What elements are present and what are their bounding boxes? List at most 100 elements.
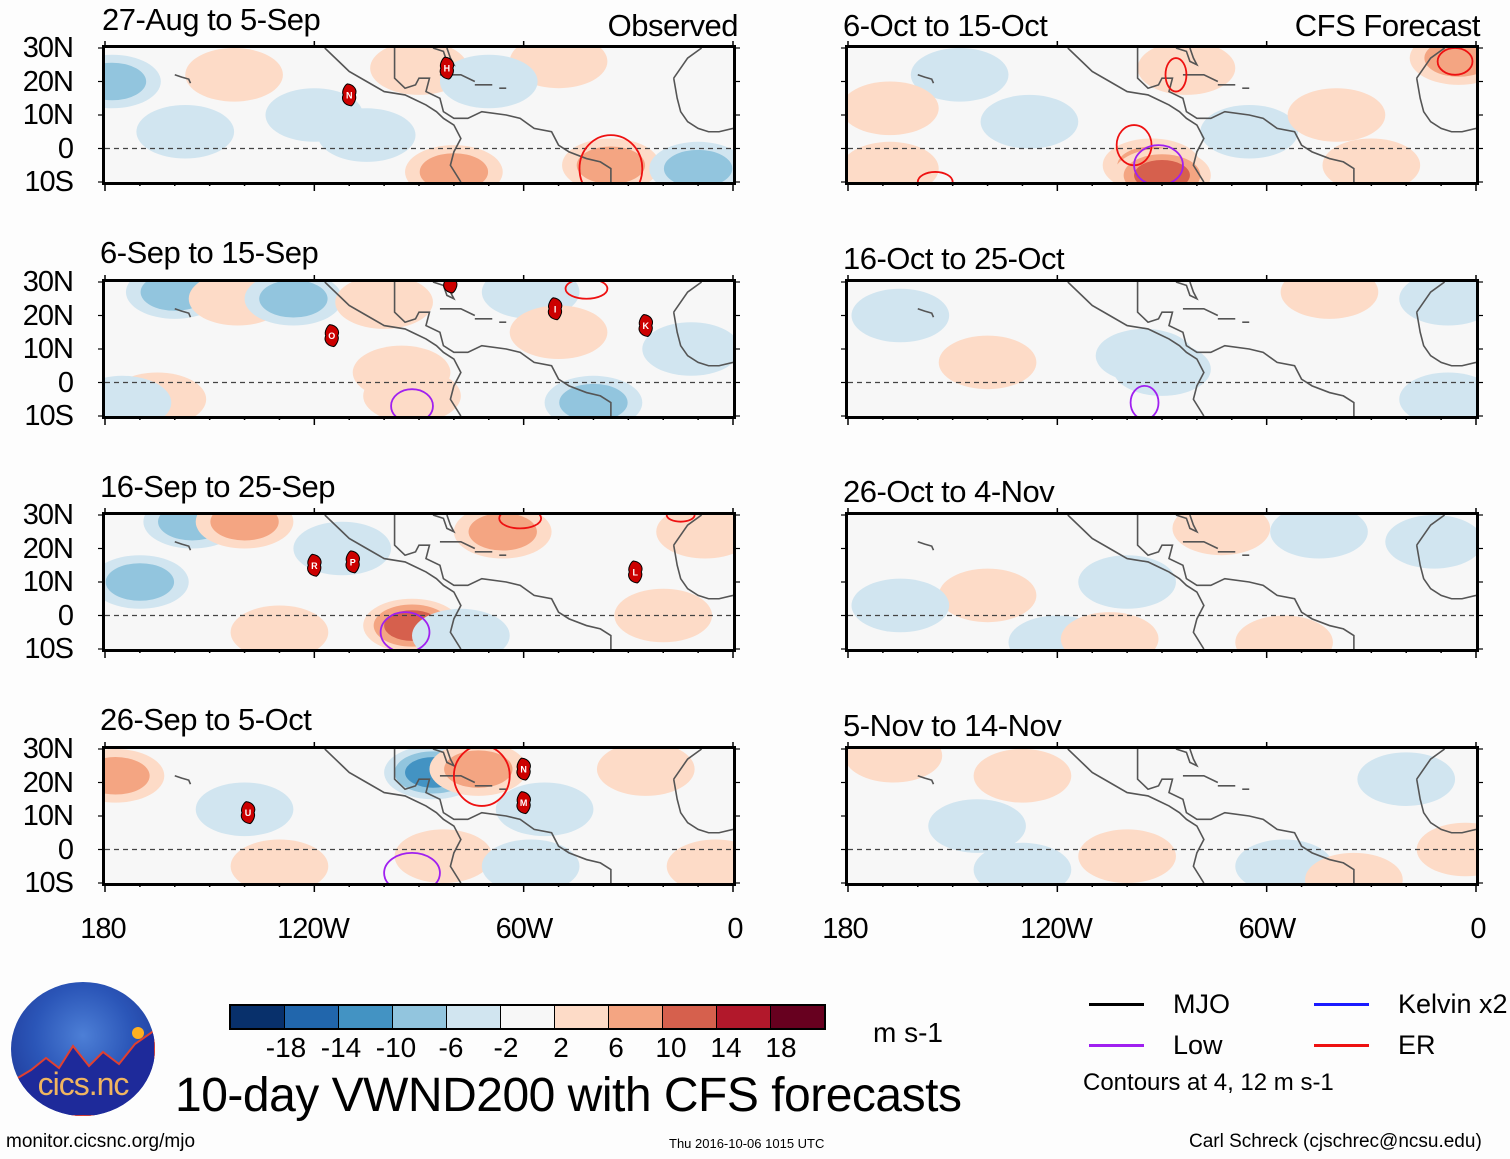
coastline <box>432 515 456 534</box>
anomaly-shading <box>230 605 329 649</box>
cics-nc-logo: Cooperative Institute for Climate and Sa… <box>11 982 155 1116</box>
coastline <box>1182 73 1219 83</box>
tropical-storm-icon: K <box>638 314 653 338</box>
anomaly-shading <box>1172 515 1271 556</box>
anomaly-shading <box>185 48 283 102</box>
y-tick-label: 10S <box>24 166 74 198</box>
storm-letter: N <box>346 90 353 100</box>
coastline <box>1416 48 1446 79</box>
coastline <box>439 540 476 550</box>
panel-tag-observed: Observed <box>607 8 739 43</box>
anomaly-shading <box>1385 515 1476 569</box>
coastline <box>917 541 935 551</box>
panel-title: 16-Oct to 25-Oct <box>843 241 1065 276</box>
anomaly-shading <box>848 81 939 136</box>
anomaly-shading <box>136 104 235 159</box>
coastline <box>1415 779 1476 834</box>
colorbar-tick-label: 10 <box>655 1032 687 1063</box>
map-panel-forecast-1 <box>841 41 1483 191</box>
coastline <box>1182 307 1219 317</box>
colorbar-tick-label: -10 <box>375 1032 417 1063</box>
legend-line-kelvin <box>1314 1003 1369 1006</box>
y-tick-label: 10N <box>22 333 74 365</box>
panel-title: 16-Sep to 25-Sep <box>100 469 336 504</box>
coastline <box>1182 774 1219 784</box>
coastline <box>1416 515 1446 546</box>
anomaly-shading <box>1134 159 1190 182</box>
coastline <box>174 308 192 318</box>
y-tick-label: 20N <box>22 65 74 98</box>
colorbar-tick-label: -18 <box>265 1032 307 1063</box>
colorbar-swatch <box>609 1006 663 1028</box>
contour-low <box>1133 144 1184 182</box>
anomaly-shading <box>596 749 695 796</box>
y-tick-label: 10S <box>24 633 74 665</box>
anomaly-shading <box>980 94 1079 149</box>
anomaly-shading <box>1305 852 1403 883</box>
x-tick-label: 180 <box>80 913 126 945</box>
tropical-storm-icon: N <box>342 83 357 107</box>
coastline <box>174 541 192 551</box>
map-panel-observed-3: R P L <box>98 508 740 658</box>
coastline <box>1182 540 1219 550</box>
anomaly-shading <box>973 749 1072 803</box>
tropical-storm-icon: R <box>307 553 322 577</box>
sun-icon <box>132 1027 144 1039</box>
colorbar-swatch <box>717 1006 771 1028</box>
tropical-storm-icon: N <box>516 757 531 781</box>
anomaly-shading <box>1078 829 1176 883</box>
anomaly-shading <box>105 757 150 795</box>
anomaly-shading <box>642 322 733 376</box>
coastline <box>439 774 476 784</box>
x-tick-label: 0 <box>1470 913 1486 945</box>
legend-item-kelvin: Kelvin x2 <box>1314 989 1508 1020</box>
legend-note: Contours at 4, 12 m s-1 <box>1083 1069 1334 1096</box>
panel-plot: NH <box>98 41 740 191</box>
legend-item-mjo: MJO <box>1089 989 1230 1020</box>
y-tick-label: 10N <box>22 800 74 832</box>
coastline <box>324 282 462 416</box>
anomaly-shading <box>317 108 416 162</box>
tropical-storm-icon: L <box>628 560 643 584</box>
x-tick-label: 60W <box>495 913 554 945</box>
colorbar-swatch <box>501 1006 555 1028</box>
map-panel-forecast-2 <box>841 275 1483 425</box>
anomaly-shading <box>105 375 172 416</box>
storm-letter: L <box>633 567 639 577</box>
anomaly-shading <box>848 141 939 182</box>
axis-ticks <box>98 742 740 892</box>
x-tick-label: 60W <box>1238 913 1297 945</box>
coastline <box>1416 282 1446 313</box>
legend-item-er: ER <box>1314 1030 1436 1061</box>
coastline <box>917 74 935 84</box>
anomaly-shading <box>910 48 1009 102</box>
anomaly-shading <box>1060 612 1159 649</box>
y-tick-label: 0 <box>57 599 74 632</box>
x-tick-label: 180 <box>822 913 868 945</box>
y-tick-label: 10N <box>22 566 74 598</box>
map-panel-observed-2: O I K <box>98 275 740 425</box>
panel-plot <box>841 742 1483 892</box>
logo-text: cics.nc <box>37 1066 130 1102</box>
contour-er <box>1164 57 1188 93</box>
coastline <box>1067 515 1205 649</box>
anomaly-shading <box>973 842 1072 883</box>
y-tick-label: 30N <box>22 733 74 765</box>
storm-letter: P <box>350 557 356 567</box>
anomaly-shading <box>1270 515 1368 559</box>
mountain-icon <box>11 1027 155 1116</box>
legend-line-er <box>1314 1044 1369 1047</box>
y-tick-label: 20N <box>22 532 74 565</box>
anomaly-shading <box>1399 282 1476 326</box>
anomaly-shading <box>848 749 943 783</box>
coastline <box>1136 282 1355 416</box>
anomaly-shading <box>1322 138 1421 182</box>
storm-letter: M <box>520 798 528 808</box>
anomaly-shading <box>851 288 950 343</box>
coastline <box>324 48 462 182</box>
coastline <box>174 775 192 785</box>
anomaly-shading <box>1200 104 1299 159</box>
coastline <box>917 775 935 785</box>
coastline <box>324 749 462 883</box>
contour-er <box>665 515 696 523</box>
